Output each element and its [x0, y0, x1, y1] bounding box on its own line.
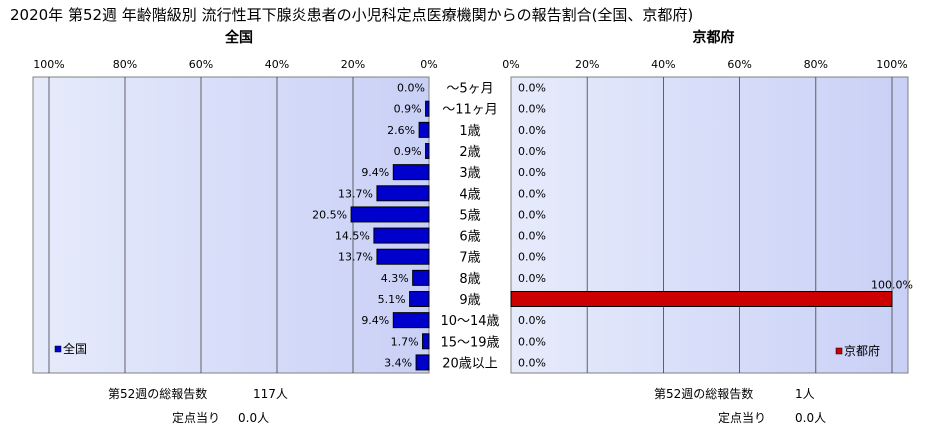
national-plot-area — [32, 76, 430, 374]
national-data-label: 2.6% — [387, 124, 415, 137]
kyoto-tick-label: 20% — [575, 58, 599, 71]
national-legend-label: 全国 — [63, 341, 87, 356]
national-data-label: 13.7% — [338, 187, 373, 200]
national-bar — [376, 185, 430, 202]
national-tick-label: 40% — [265, 58, 289, 71]
national-bar — [425, 143, 430, 159]
national-data-label: 14.5% — [335, 230, 370, 243]
category-label: 9歳 — [459, 293, 480, 308]
national-bar — [409, 291, 430, 307]
national-total-value: 117人 — [253, 387, 288, 401]
chart-title: 2020年 第52週 年齢階級別 流行性耳下腺炎患者の小児科定点医療機関からの報… — [10, 6, 693, 24]
national-bar — [392, 164, 430, 181]
national-data-label: 0.9% — [394, 103, 422, 116]
national-data-label: 5.1% — [378, 293, 406, 306]
national-data-label: 3.4% — [384, 356, 412, 369]
category-label: 5歳 — [459, 208, 480, 223]
kyoto-data-label: 0.0% — [518, 103, 546, 116]
kyoto-tick-label: 40% — [651, 58, 675, 71]
category-label: 2歳 — [459, 145, 480, 160]
national-tick-label: 20% — [341, 58, 365, 71]
category-label: 6歳 — [459, 230, 480, 245]
kyoto-tick-label: 0% — [502, 58, 519, 71]
kyoto-data-label: 0.0% — [518, 82, 546, 95]
national-panel-title: 全国 — [224, 29, 253, 46]
category-label: 7歳 — [459, 251, 480, 266]
national-data-label: 13.7% — [338, 251, 373, 264]
category-label: 8歳 — [459, 272, 480, 287]
national-data-label: 20.5% — [312, 208, 347, 221]
category-label: 15～19歳 — [440, 335, 499, 350]
kyoto-tick-label: 100% — [876, 58, 907, 71]
national-bar — [350, 206, 430, 223]
kyoto-tick-label: 60% — [727, 58, 751, 71]
kyoto-data-label: 0.0% — [518, 166, 546, 179]
category-label: 1歳 — [459, 124, 480, 139]
category-label: ～11ヶ月 — [442, 103, 498, 118]
category-label: 3歳 — [459, 166, 480, 181]
category-label: 10～14歳 — [440, 314, 499, 329]
national-legend-swatch — [54, 345, 62, 353]
national-tick-label: 80% — [113, 58, 137, 71]
category-label: ～5ヶ月 — [446, 82, 493, 97]
national-bar — [392, 312, 430, 329]
national-tick-label: 100% — [33, 58, 64, 71]
kyoto-data-label: 100.0% — [871, 279, 913, 292]
kyoto-bar — [510, 291, 893, 307]
kyoto-per-site-value: 0.0人 — [795, 411, 827, 425]
national-tick-label: 0% — [420, 58, 437, 71]
kyoto-tick-label: 80% — [804, 58, 828, 71]
national-tick-label: 60% — [189, 58, 213, 71]
national-total-label: 第52週の総報告数 — [108, 387, 208, 401]
national-data-label: 1.7% — [391, 335, 419, 348]
category-label: 4歳 — [459, 187, 480, 202]
category-label: 20歳以上 — [442, 356, 498, 371]
national-data-label: 0.9% — [394, 145, 422, 158]
national-data-label: 9.4% — [361, 314, 389, 327]
national-per-site-label: 定点当り — [172, 411, 221, 425]
kyoto-data-label: 0.0% — [518, 356, 546, 369]
national-bar — [376, 248, 430, 265]
kyoto-data-label: 0.0% — [518, 314, 546, 327]
national-bar — [415, 354, 430, 371]
kyoto-data-label: 0.0% — [518, 251, 546, 264]
kyoto-data-label: 0.0% — [518, 230, 546, 243]
national-data-label: 0.0% — [397, 82, 425, 95]
national-per-site-value: 0.0人 — [238, 411, 270, 425]
national-bar — [373, 227, 430, 244]
kyoto-legend-swatch — [835, 347, 843, 355]
kyoto-data-label: 0.0% — [518, 124, 546, 137]
national-data-label: 4.3% — [381, 272, 409, 285]
national-bar — [422, 333, 430, 350]
national-bar — [412, 269, 430, 286]
kyoto-data-label: 0.0% — [518, 272, 546, 285]
national-data-label: 9.4% — [361, 166, 389, 179]
national-bar — [425, 100, 430, 117]
kyoto-panel-title: 京都府 — [693, 29, 735, 46]
kyoto-data-label: 0.0% — [518, 208, 546, 221]
kyoto-data-label: 0.0% — [518, 187, 546, 200]
kyoto-total-value: 1人 — [795, 387, 815, 401]
kyoto-plot-area — [510, 76, 909, 374]
kyoto-data-label: 0.0% — [518, 145, 546, 158]
kyoto-per-site-label: 定点当り — [718, 411, 767, 425]
national-bar — [418, 121, 430, 138]
kyoto-data-label: 0.0% — [518, 335, 546, 348]
kyoto-total-label: 第52週の総報告数 — [654, 387, 754, 401]
kyoto-legend-label: 京都府 — [844, 343, 880, 358]
